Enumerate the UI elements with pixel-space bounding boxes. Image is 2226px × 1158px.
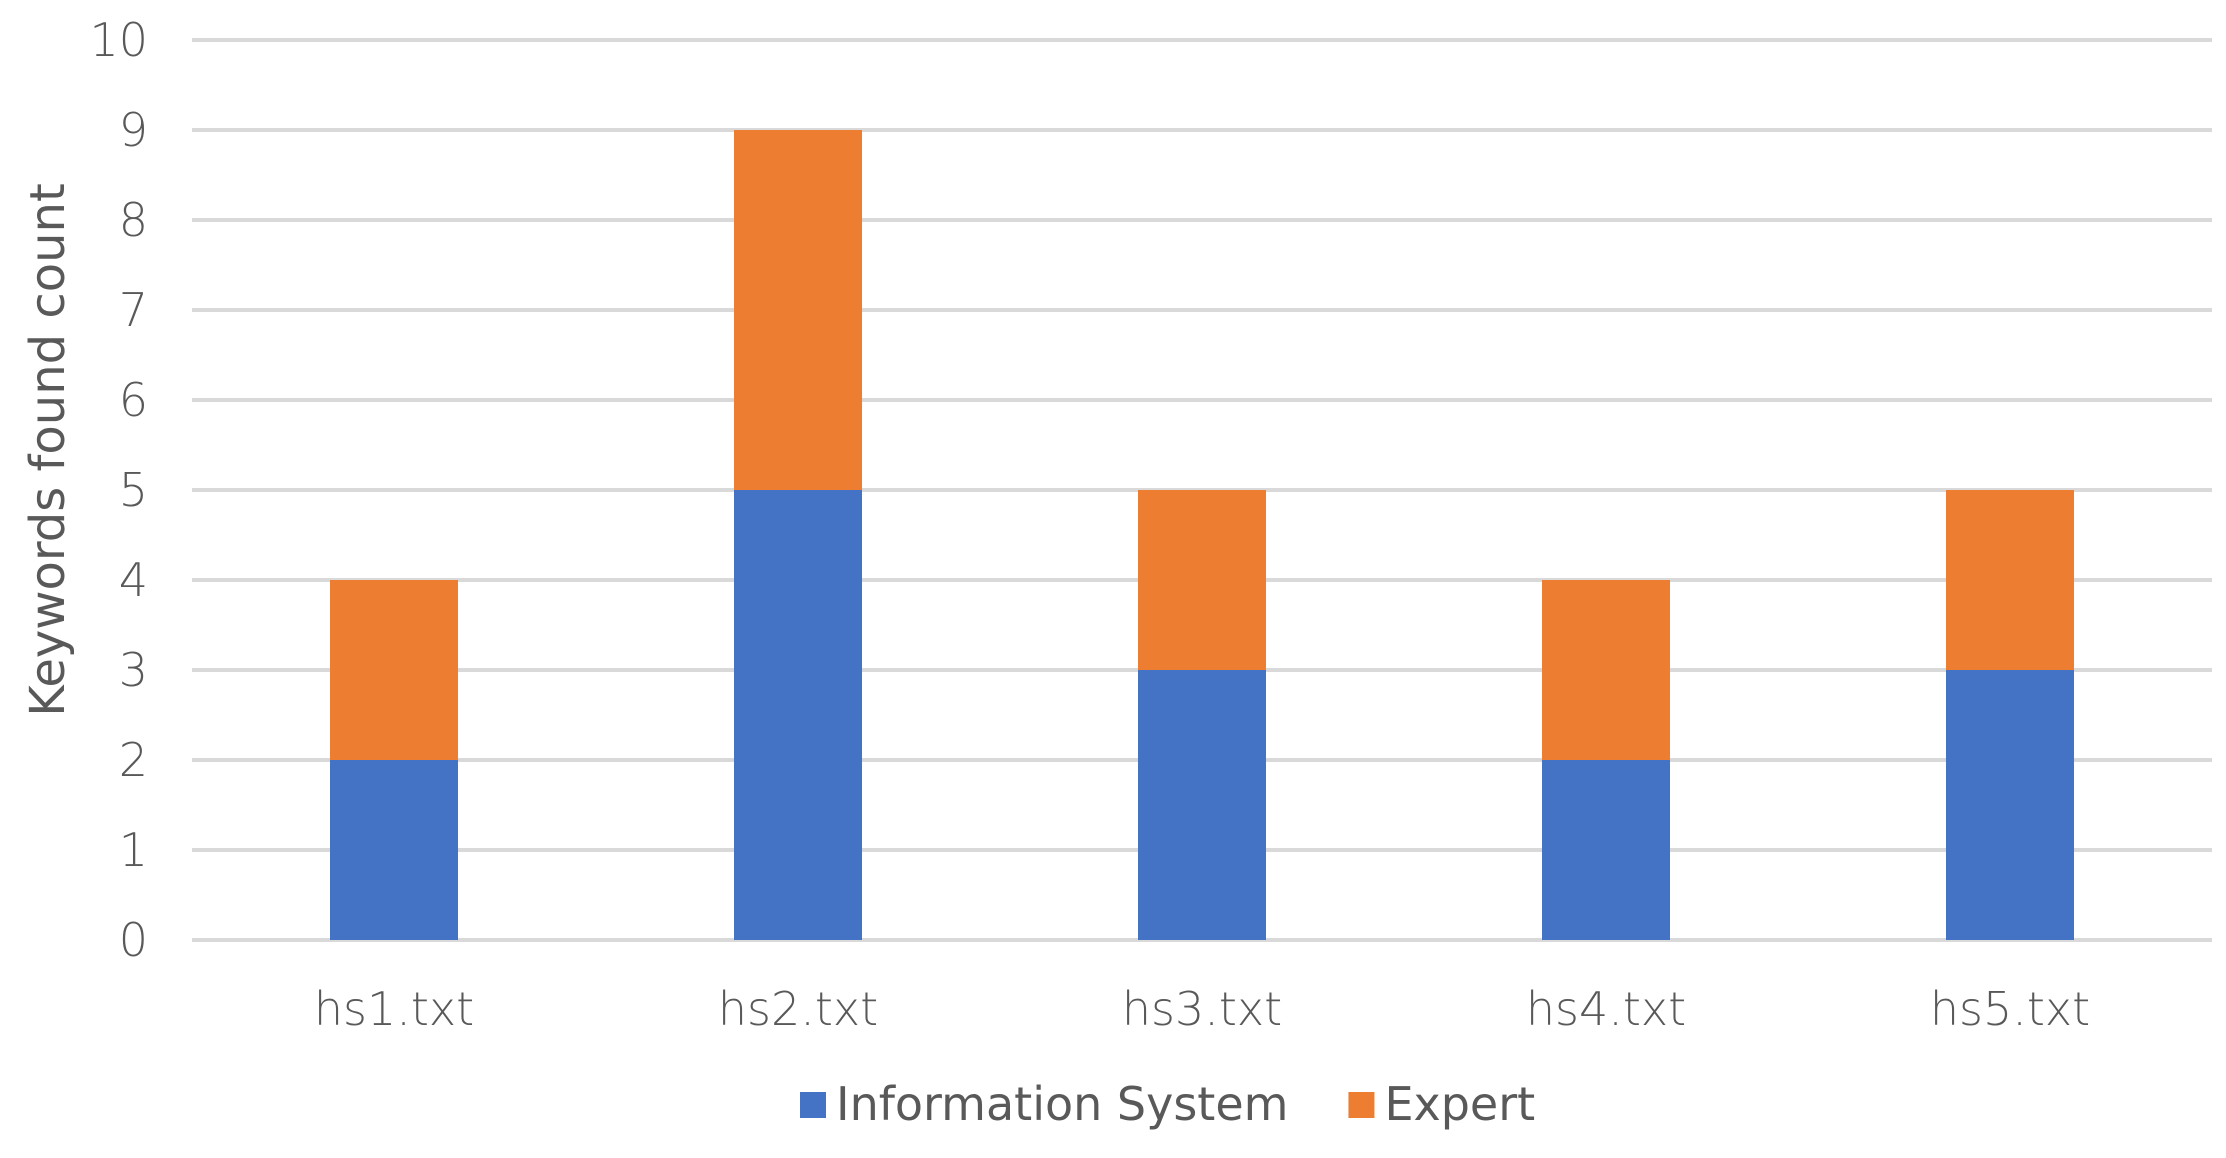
x-tick-label: hs5.txt [1930,982,2090,1036]
y-axis-ticks: 0 1 2 3 4 5 6 7 8 9 10 [89,13,148,967]
x-tick-label: hs2.txt [718,982,878,1036]
x-tick-label: hs3.txt [1122,982,1282,1036]
y-tick-label: 3 [119,643,148,697]
legend-swatch-information-system [800,1092,826,1118]
y-axis-title: Keywords found count [20,183,76,717]
y-tick-label: 4 [119,553,148,607]
bar-information-system-hs5.txt [1946,670,2074,940]
x-tick-label: hs1.txt [314,982,474,1036]
x-axis-ticks: hs1.txt hs2.txt hs3.txt hs4.txt hs5.txt [314,982,2090,1036]
y-tick-label: 6 [119,373,148,427]
bar-information-system-hs4.txt [1542,760,1670,940]
legend-swatch-expert [1348,1092,1375,1118]
y-tick-label: 0 [119,913,148,967]
x-tick-label: hs4.txt [1526,982,1686,1036]
y-tick-label: 9 [119,103,148,157]
y-tick-label: 2 [119,733,148,787]
y-tick-label: 1 [119,823,148,877]
y-tick-label: 10 [89,13,148,67]
bar-expert-hs2.txt [734,130,862,490]
y-tick-label: 8 [119,193,148,247]
legend-label-information-system: Information System [836,1077,1288,1131]
legend: Information System Expert [800,1077,1535,1131]
bar-expert-hs1.txt [330,580,458,760]
bar-information-system-hs2.txt [734,490,862,940]
bars [330,130,2074,940]
y-tick-label: 7 [119,283,148,337]
bar-information-system-hs3.txt [1138,670,1266,940]
bar-expert-hs5.txt [1946,490,2074,670]
bar-expert-hs3.txt [1138,490,1266,670]
y-tick-label: 5 [119,463,148,517]
legend-label-expert: Expert [1384,1077,1535,1131]
bar-expert-hs4.txt [1542,580,1670,760]
bar-information-system-hs1.txt [330,760,458,940]
